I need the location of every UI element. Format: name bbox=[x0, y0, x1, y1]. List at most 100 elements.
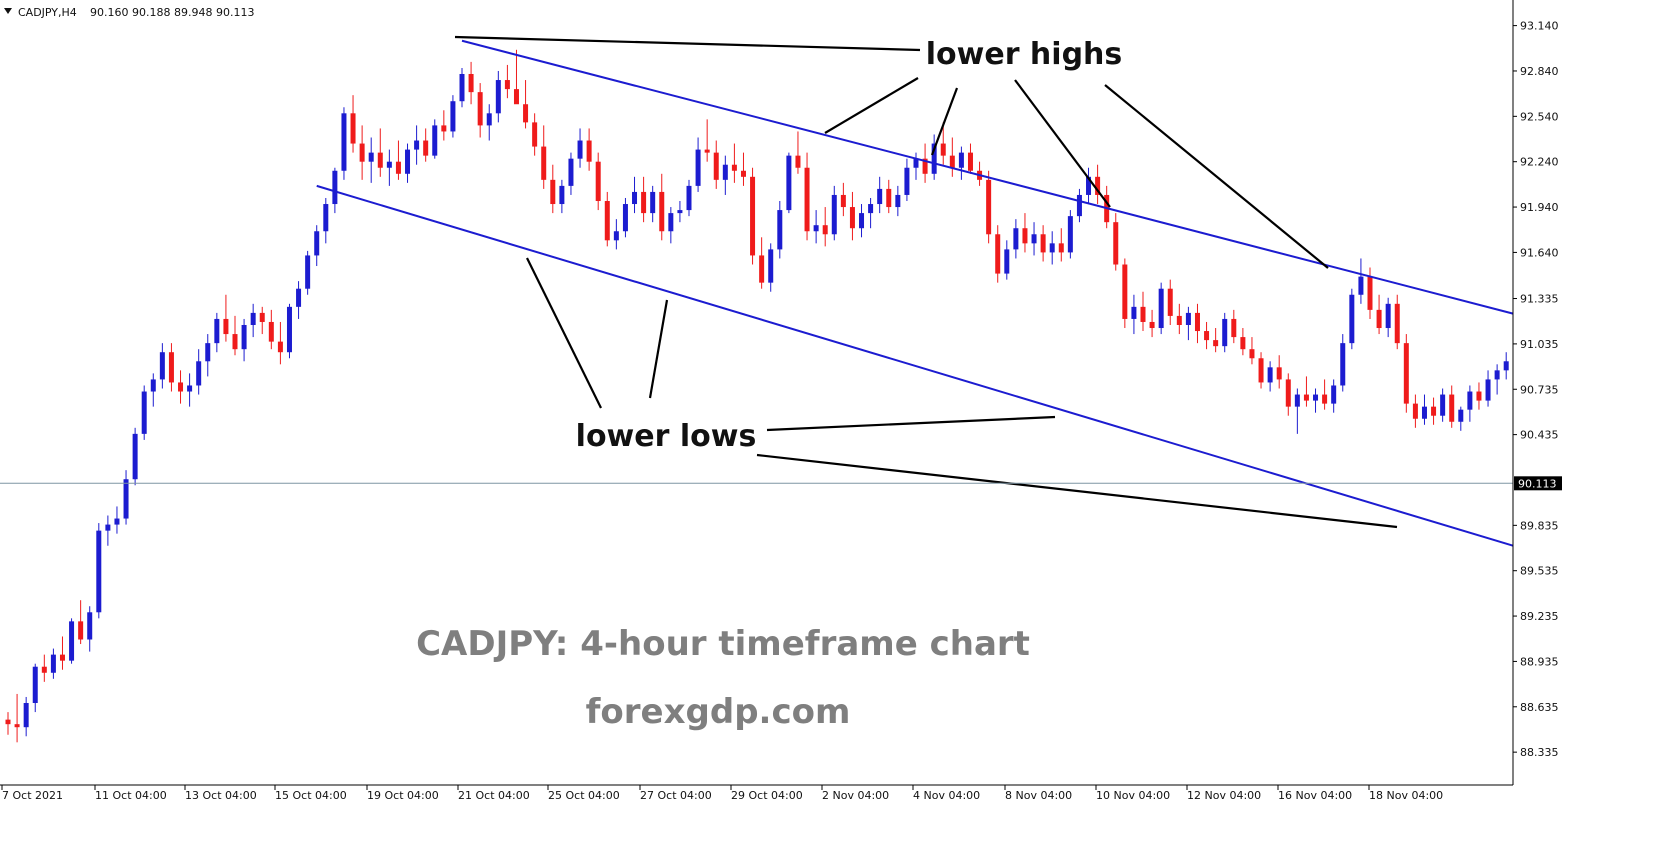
candle-body bbox=[423, 140, 429, 156]
price-axis[interactable]: 93.140 92.840 92.540 92.240 91.940 91.640 91.3… bbox=[1513, 20, 1559, 760]
candle-body bbox=[96, 530, 102, 613]
candle-body bbox=[1095, 176, 1101, 195]
candle bbox=[1421, 394, 1427, 425]
candle-body bbox=[1313, 394, 1319, 401]
candle bbox=[1031, 222, 1037, 256]
candle bbox=[622, 197, 628, 238]
candle bbox=[786, 152, 792, 214]
candle-body bbox=[895, 194, 901, 208]
candle bbox=[1322, 379, 1328, 410]
candle bbox=[459, 67, 465, 108]
lower-highs-pointer bbox=[1104, 84, 1329, 269]
candle bbox=[1086, 167, 1092, 205]
candle bbox=[967, 143, 973, 174]
candle bbox=[1194, 303, 1200, 344]
candle-body bbox=[523, 104, 529, 123]
candle bbox=[931, 134, 937, 180]
candle bbox=[450, 95, 456, 138]
candle-body bbox=[1421, 406, 1427, 419]
y-tick-label: 92.540 bbox=[1520, 110, 1559, 123]
candle-body bbox=[759, 255, 765, 283]
channel-upper-line[interactable] bbox=[461, 39, 1514, 315]
candle bbox=[1167, 279, 1173, 325]
candle-body bbox=[641, 191, 647, 214]
candle-body bbox=[1140, 306, 1146, 322]
candle-body bbox=[731, 164, 737, 171]
x-tick-label: 18 Nov 04:00 bbox=[1369, 789, 1443, 802]
channel-lower-line[interactable] bbox=[316, 184, 1514, 547]
candle bbox=[96, 523, 102, 619]
x-tick-label: 12 Nov 04:00 bbox=[1187, 789, 1261, 802]
candle bbox=[1131, 294, 1137, 335]
candle bbox=[187, 373, 193, 407]
candle bbox=[1231, 309, 1237, 344]
candle bbox=[686, 179, 692, 217]
candle-body bbox=[986, 179, 992, 235]
candle bbox=[740, 152, 746, 186]
candle-body bbox=[967, 152, 973, 171]
x-tick-label: 11 Oct 04:00 bbox=[95, 789, 167, 802]
y-tick-label: 92.240 bbox=[1520, 156, 1559, 169]
candle-body bbox=[441, 125, 447, 132]
candle bbox=[1303, 376, 1309, 407]
candle bbox=[214, 312, 220, 353]
candle-body bbox=[913, 158, 919, 168]
candle-body bbox=[1358, 276, 1364, 295]
candle bbox=[1313, 388, 1319, 413]
y-tick-label: 90.435 bbox=[1520, 429, 1559, 442]
candle bbox=[1204, 321, 1210, 350]
candle bbox=[604, 191, 610, 247]
candle bbox=[1140, 291, 1146, 332]
candle bbox=[1503, 352, 1509, 380]
x-tick-label: 4 Nov 04:00 bbox=[913, 789, 980, 802]
candle-body bbox=[1167, 288, 1173, 316]
candle bbox=[259, 306, 265, 335]
candle-body bbox=[586, 140, 592, 162]
candle bbox=[1440, 388, 1446, 422]
candle bbox=[150, 373, 156, 407]
candle-body bbox=[132, 433, 138, 480]
candle bbox=[350, 95, 356, 153]
candle-body bbox=[1331, 385, 1337, 404]
candle bbox=[1258, 352, 1264, 389]
candle-body bbox=[277, 341, 283, 353]
time-axis[interactable]: 7 Oct 2021 11 Oct 04:00 13 Oct 04:00 15 Oct… bbox=[1, 785, 1443, 802]
y-tick-label: 92.840 bbox=[1520, 65, 1559, 78]
x-tick-label: 2 Nov 04:00 bbox=[822, 789, 889, 802]
candle bbox=[114, 506, 120, 534]
candle bbox=[286, 303, 292, 359]
candle bbox=[632, 176, 638, 214]
candle bbox=[1494, 364, 1500, 395]
candle-body bbox=[368, 152, 374, 162]
candle-body bbox=[214, 318, 220, 344]
candle-body bbox=[1431, 406, 1437, 416]
candle bbox=[777, 201, 783, 259]
candle bbox=[586, 128, 592, 171]
candle-body bbox=[323, 204, 329, 232]
candle-body bbox=[931, 143, 937, 174]
candle bbox=[1431, 397, 1437, 425]
candle bbox=[958, 146, 964, 180]
candle bbox=[123, 470, 129, 525]
candle bbox=[523, 80, 529, 129]
candle bbox=[541, 125, 547, 189]
candle-body bbox=[1385, 303, 1391, 329]
triangle-down-icon[interactable] bbox=[4, 8, 12, 14]
current-price-tag-label: 90.113 bbox=[1518, 477, 1557, 490]
candle-body bbox=[159, 352, 165, 380]
candle bbox=[1158, 282, 1164, 335]
candle-body bbox=[78, 621, 84, 640]
y-tick-label: 91.035 bbox=[1520, 338, 1559, 351]
candle bbox=[314, 225, 320, 267]
candle bbox=[377, 128, 383, 177]
candle bbox=[432, 119, 438, 159]
candle-body bbox=[314, 231, 320, 256]
y-tick-label: 89.535 bbox=[1520, 565, 1559, 578]
candle-body bbox=[5, 719, 11, 725]
candle-body bbox=[877, 188, 883, 205]
candle-body bbox=[541, 146, 547, 180]
candle-body bbox=[804, 167, 810, 232]
candle bbox=[940, 122, 946, 165]
y-tick-label: 91.640 bbox=[1520, 246, 1559, 259]
